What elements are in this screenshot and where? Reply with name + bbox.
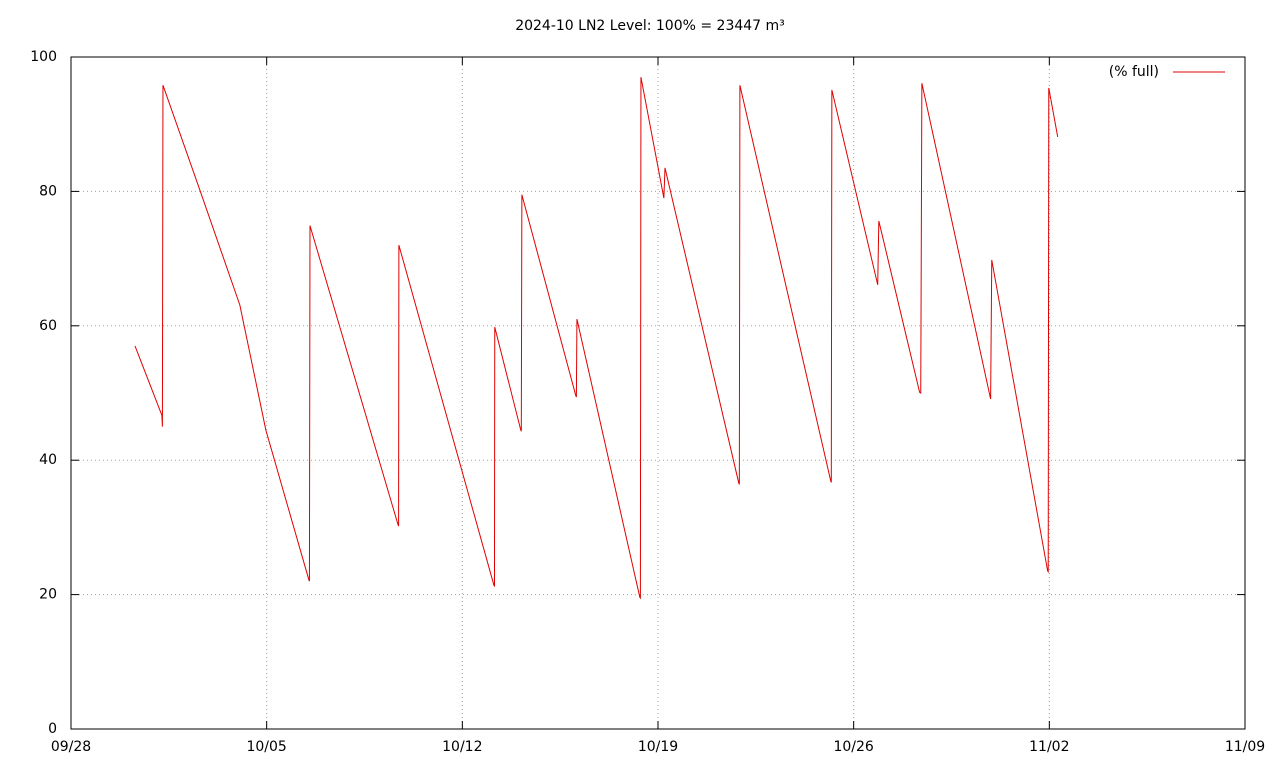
x-tick-label: 10/19 <box>638 739 678 755</box>
x-tick-label: 11/02 <box>1029 739 1069 755</box>
y-tick-label: 0 <box>48 721 57 737</box>
y-tick-label: 40 <box>39 452 57 468</box>
y-tick-label: 100 <box>30 49 57 65</box>
plot-border <box>70 56 1246 730</box>
legend-label: (% full) <box>1109 64 1159 80</box>
x-tick-label: 10/12 <box>442 739 482 755</box>
x-tick-label: 10/05 <box>246 739 286 755</box>
chart-title: 2024-10 LN2 Level: 100% = 23447 m³ <box>515 18 785 34</box>
y-tick-label: 20 <box>39 587 57 603</box>
y-tick-label: 80 <box>39 183 57 199</box>
x-tick-label: 09/28 <box>51 739 91 755</box>
y-tick-label: 60 <box>39 318 57 334</box>
data-line <box>134 77 1059 600</box>
x-tick-label: 11/09 <box>1225 739 1265 755</box>
x-tick-label: 10/26 <box>833 739 873 755</box>
